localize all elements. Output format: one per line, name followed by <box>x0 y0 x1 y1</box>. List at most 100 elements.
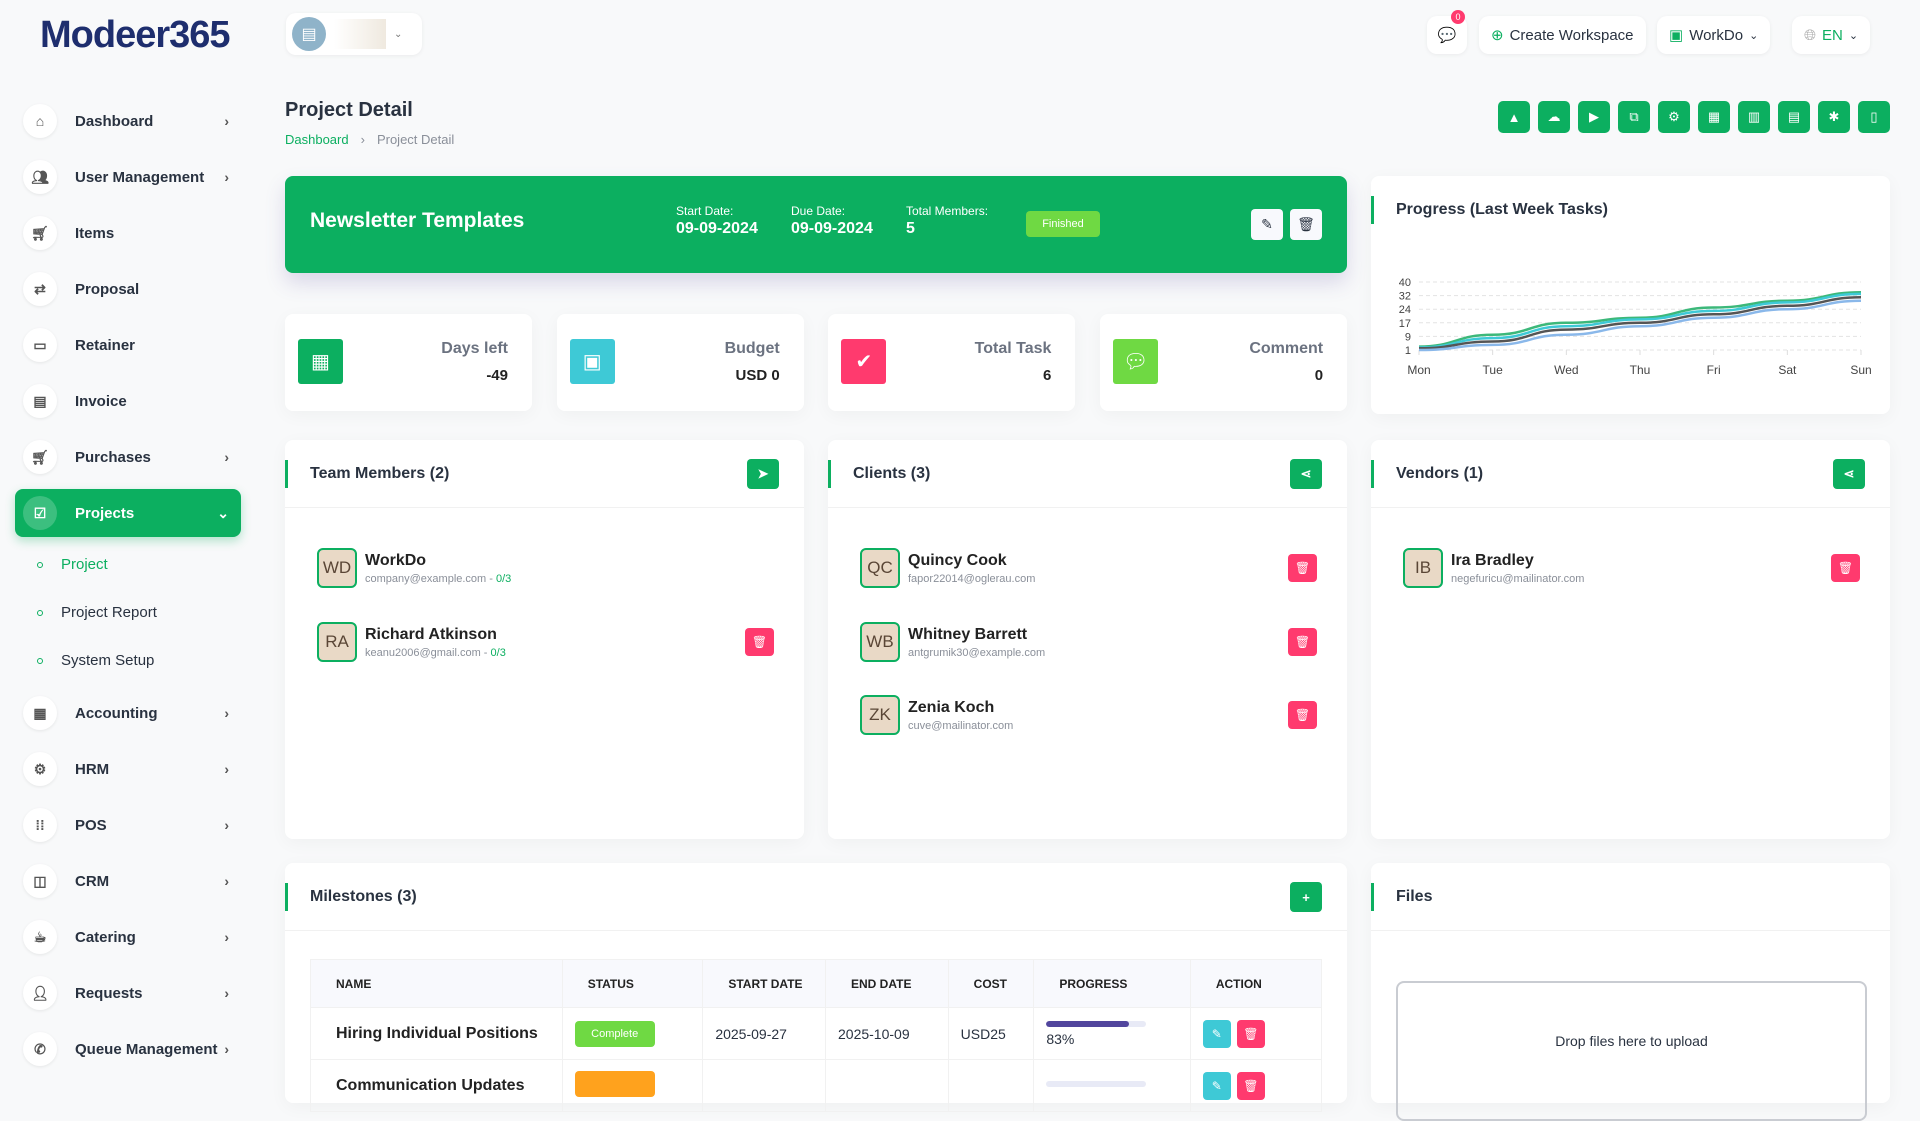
pencil-icon: ✎ <box>1211 1078 1222 1093</box>
sidebar-subitem-system-setup[interactable]: System Setup <box>37 649 154 673</box>
workspace-avatar: ▤ <box>292 17 326 51</box>
sidebar-item-purchases[interactable]: 🛒︎ Purchases › <box>15 433 241 481</box>
share-vendors-button[interactable]: ⋖ <box>1833 459 1865 489</box>
language-menu[interactable]: 🌐︎ EN ⌄ <box>1792 16 1871 54</box>
edit-milestone-button[interactable]: ✎ <box>1202 1071 1231 1100</box>
bug-button[interactable]: ✱ <box>1818 101 1850 133</box>
delete-project-button[interactable]: 🗑︎ <box>1290 209 1322 240</box>
sidebar-item-crm[interactable]: ◫ CRM › <box>15 857 241 905</box>
bullet-icon <box>37 610 43 616</box>
chart-icon: ▥ <box>1747 109 1761 124</box>
column-header: ACTION <box>1189 959 1323 1008</box>
zoom-video-button[interactable]: ▶ <box>1578 101 1610 133</box>
sidebar-item-user-management[interactable]: 👥︎ User Management › <box>15 153 241 201</box>
delete-milestone-button[interactable]: 🗑︎ <box>1236 1071 1265 1100</box>
list-item: IB Ira Bradley negefuricu@mailinator.com <box>1403 548 1584 588</box>
add-milestone-button[interactable]: + <box>1290 882 1322 912</box>
share-clients-button[interactable]: ⋖ <box>1290 459 1322 489</box>
calendar-button[interactable]: ▦ <box>1698 101 1730 133</box>
sidebar-item-proposal[interactable]: ⇄ Proposal <box>15 265 241 313</box>
kanban-button[interactable]: ▤ <box>1778 101 1810 133</box>
sidebar-item-catering[interactable]: ☕︎ Catering › <box>15 913 241 961</box>
catering-icon: ☕︎ <box>23 920 57 954</box>
sidebar-item-dashboard[interactable]: ⌂ Dashboard › <box>15 97 241 145</box>
sidebar-item-items[interactable]: 🛒︎ Items <box>15 209 241 257</box>
milestones-title: Milestones (3) <box>310 887 417 905</box>
status-badge <box>574 1071 655 1097</box>
progress-label: 83% <box>1046 1030 1075 1047</box>
sidebar-item-requests[interactable]: 👤︎ Requests › <box>15 969 241 1017</box>
milestones-table: NAME STATUS START DATE END DATE COST PROGRESS… <box>310 959 1323 1112</box>
sidebar-item-label: User Management <box>75 168 205 186</box>
onedrive-button[interactable]: ☁ <box>1538 101 1570 133</box>
bullet-icon <box>37 658 43 664</box>
dots-grid-icon: ⁞⁞ <box>23 808 57 842</box>
edit-milestone-button[interactable]: ✎ <box>1202 1019 1231 1048</box>
file-button[interactable]: ▯ <box>1858 101 1890 133</box>
workspace-switcher[interactable]: ▤ ⌄ <box>286 13 422 55</box>
delete-member-button[interactable]: 🗑︎ <box>1288 701 1317 729</box>
clients-title: Clients (3) <box>853 464 931 482</box>
file-icon: ▯ <box>1870 109 1878 124</box>
y-tick-label: 1 <box>1405 345 1411 357</box>
delete-member-button[interactable]: 🗑︎ <box>1288 554 1317 582</box>
invite-member-button[interactable]: ➤ <box>747 459 779 489</box>
chevron-right-icon: › <box>224 929 229 945</box>
invoice-icon: ▤ <box>23 384 57 418</box>
end-date: 2025-10-09 <box>825 1007 949 1060</box>
settings-button[interactable]: ⚙ <box>1658 101 1690 133</box>
files-card: Files Drop files here to upload <box>1371 863 1890 1121</box>
sidebar-item-invoice[interactable]: ▤ Invoice <box>15 377 241 425</box>
copy-button[interactable]: ⧉ <box>1618 101 1650 133</box>
sidebar-subitem-project-report[interactable]: Project Report <box>37 601 157 625</box>
sidebar-item-retainer[interactable]: ▭ Retainer <box>15 321 241 369</box>
team-members-title: Team Members (2) <box>310 464 450 482</box>
delete-member-button[interactable]: 🗑︎ <box>745 628 774 656</box>
sidebar-item-hrm[interactable]: ⚙ HRM › <box>15 745 241 793</box>
comments-icon: 💬︎ <box>1113 339 1159 384</box>
table-row: Hiring Individual Positions Complete 2025-… <box>310 1007 1323 1060</box>
project-name: Newsletter Templates <box>310 209 525 232</box>
chart-button[interactable]: ▥ <box>1738 101 1770 133</box>
member-name: Richard Atkinson <box>365 625 497 643</box>
brand-logo[interactable]: Modeer365 <box>40 14 231 56</box>
chevron-right-icon: › <box>224 449 229 465</box>
sidebar-subitem-project[interactable]: Project <box>37 553 108 577</box>
delete-member-button[interactable]: 🗑︎ <box>1288 628 1317 656</box>
sidebar-item-accounting[interactable]: ▦ Accounting › <box>15 689 241 737</box>
sidebar-item-label: Dashboard <box>75 112 154 130</box>
start-date <box>702 1059 826 1112</box>
apps-icon: ▣ <box>1669 27 1684 44</box>
chevron-down-icon: ⌄ <box>1749 29 1759 42</box>
sidebar-item-label: Purchases <box>75 448 151 466</box>
sidebar-item-projects[interactable]: ☑ Projects ⌄ <box>15 489 241 537</box>
sidebar-item-pos[interactable]: ⁞⁞ POS › <box>15 801 241 849</box>
delete-milestone-button[interactable]: 🗑︎ <box>1236 1019 1265 1048</box>
google-drive-button[interactable]: ▲ <box>1498 101 1530 133</box>
x-tick-label: Sun <box>1850 363 1871 377</box>
chat-notifications-button[interactable]: 💬 0 <box>1427 10 1467 54</box>
file-dropzone[interactable]: Drop files here to upload <box>1396 981 1867 1121</box>
plus-circle-icon: ⊕ <box>1491 27 1504 44</box>
sidebar-item-label: Invoice <box>75 392 127 410</box>
y-tick-label: 17 <box>1399 318 1411 330</box>
sidebar-item-queue-management[interactable]: ✆ Queue Management › <box>15 1025 241 1073</box>
user-request-icon: 👤︎ <box>23 976 57 1010</box>
delete-member-button[interactable]: 🗑︎ <box>1831 554 1860 582</box>
progress-bar <box>1046 1020 1147 1027</box>
workspace-image <box>334 19 386 49</box>
column-header: NAME <box>310 959 563 1008</box>
sidebar-item-label: Proposal <box>75 280 140 298</box>
task-count: 0/3 <box>496 572 512 585</box>
create-workspace-button[interactable]: ⊕ Create Workspace <box>1479 16 1646 54</box>
edit-project-button[interactable]: ✎ <box>1251 209 1283 240</box>
breadcrumb-dashboard[interactable]: Dashboard <box>285 132 349 147</box>
avatar: IB <box>1403 548 1443 588</box>
calendar-icon: ▦ <box>1707 109 1721 124</box>
start-date: 09-09-2024 <box>676 220 758 237</box>
vendors-card: Vendors (1) ⋖ IB Ira Bradley negefuricu@mai… <box>1371 440 1890 839</box>
workspace-menu[interactable]: ▣ WorkDo ⌄ <box>1657 16 1771 54</box>
x-tick-label: Mon <box>1407 363 1430 377</box>
y-tick-label: 32 <box>1399 291 1411 303</box>
